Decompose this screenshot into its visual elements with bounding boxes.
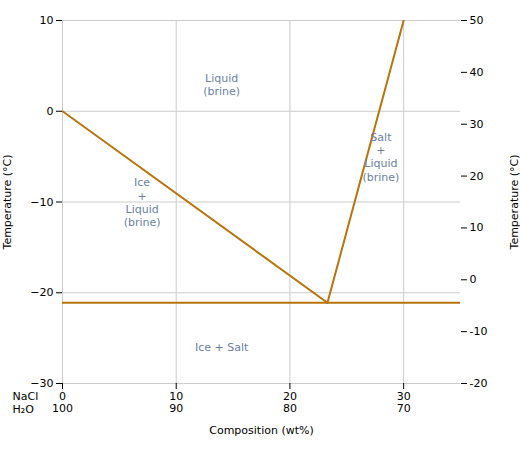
svg-text:30: 30 xyxy=(470,118,484,131)
svg-text:0: 0 xyxy=(59,390,66,404)
svg-text:−30: −30 xyxy=(30,377,53,390)
svg-text:50: 50 xyxy=(470,14,484,27)
svg-text:30: 30 xyxy=(396,390,411,404)
svg-text:−20: −20 xyxy=(30,286,53,299)
svg-text:40: 40 xyxy=(470,66,484,79)
svg-text:0: 0 xyxy=(47,105,54,118)
svg-text:-10: -10 xyxy=(470,325,488,338)
svg-text:H₂O: H₂O xyxy=(13,403,35,416)
svg-text:70: 70 xyxy=(397,402,411,415)
svg-text:0: 0 xyxy=(470,273,477,286)
svg-text:20: 20 xyxy=(470,170,484,183)
svg-text:100: 100 xyxy=(52,402,73,415)
svg-text:NaCl: NaCl xyxy=(13,390,39,403)
svg-text:−10: −10 xyxy=(30,196,53,209)
svg-text:Ice+Liquid(brine): Ice+Liquid(brine) xyxy=(124,176,161,229)
svg-text:90: 90 xyxy=(169,402,183,415)
svg-text:20: 20 xyxy=(282,390,297,404)
svg-text:Temperature (°C): Temperature (°C) xyxy=(508,155,520,251)
svg-text:Ice + Salt: Ice + Salt xyxy=(195,341,249,354)
svg-text:80: 80 xyxy=(283,402,297,415)
svg-text:Salt+Liquid(brine): Salt+Liquid(brine) xyxy=(362,131,399,184)
svg-text:Temperature (°C): Temperature (°C) xyxy=(1,155,14,251)
svg-text:10: 10 xyxy=(40,14,54,27)
svg-text:Composition (wt%): Composition (wt%) xyxy=(209,424,314,437)
svg-text:Liquid(brine): Liquid(brine) xyxy=(203,72,240,98)
svg-text:10: 10 xyxy=(169,390,184,404)
svg-text:10: 10 xyxy=(470,221,484,234)
svg-text:-20: -20 xyxy=(470,377,488,390)
